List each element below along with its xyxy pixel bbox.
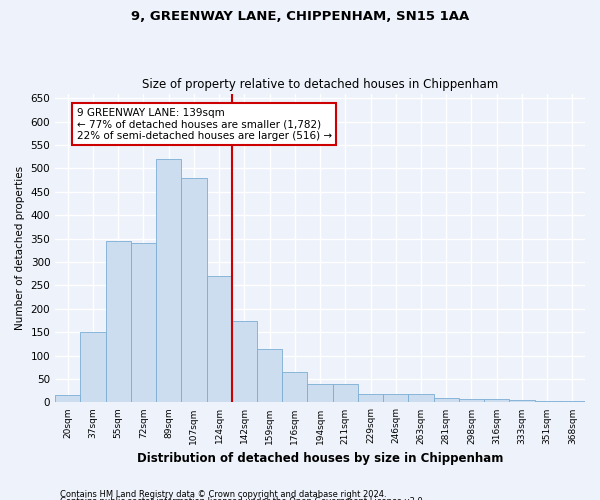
Bar — [358, 394, 383, 402]
Bar — [484, 399, 509, 402]
Bar — [232, 320, 257, 402]
Bar — [282, 372, 307, 402]
Bar — [434, 398, 459, 402]
Bar — [509, 400, 535, 402]
Text: 9 GREENWAY LANE: 139sqm
← 77% of detached houses are smaller (1,782)
22% of semi: 9 GREENWAY LANE: 139sqm ← 77% of detache… — [77, 108, 332, 141]
Text: 9, GREENWAY LANE, CHIPPENHAM, SN15 1AA: 9, GREENWAY LANE, CHIPPENHAM, SN15 1AA — [131, 10, 469, 23]
Bar — [560, 401, 585, 402]
Bar — [257, 348, 282, 403]
Title: Size of property relative to detached houses in Chippenham: Size of property relative to detached ho… — [142, 78, 498, 91]
Bar — [106, 241, 131, 402]
Bar — [80, 332, 106, 402]
Bar — [131, 244, 156, 402]
Bar — [409, 394, 434, 402]
Bar — [383, 394, 409, 402]
Y-axis label: Number of detached properties: Number of detached properties — [15, 166, 25, 330]
Bar — [55, 396, 80, 402]
Bar — [181, 178, 206, 402]
Text: Contains public sector information licensed under the Open Government Licence v3: Contains public sector information licen… — [60, 497, 425, 500]
Bar — [459, 399, 484, 402]
Bar — [156, 159, 181, 402]
Bar — [535, 401, 560, 402]
Bar — [206, 276, 232, 402]
Bar — [307, 384, 332, 402]
Bar — [332, 384, 358, 402]
Text: Contains HM Land Registry data © Crown copyright and database right 2024.: Contains HM Land Registry data © Crown c… — [60, 490, 386, 499]
X-axis label: Distribution of detached houses by size in Chippenham: Distribution of detached houses by size … — [137, 452, 503, 465]
